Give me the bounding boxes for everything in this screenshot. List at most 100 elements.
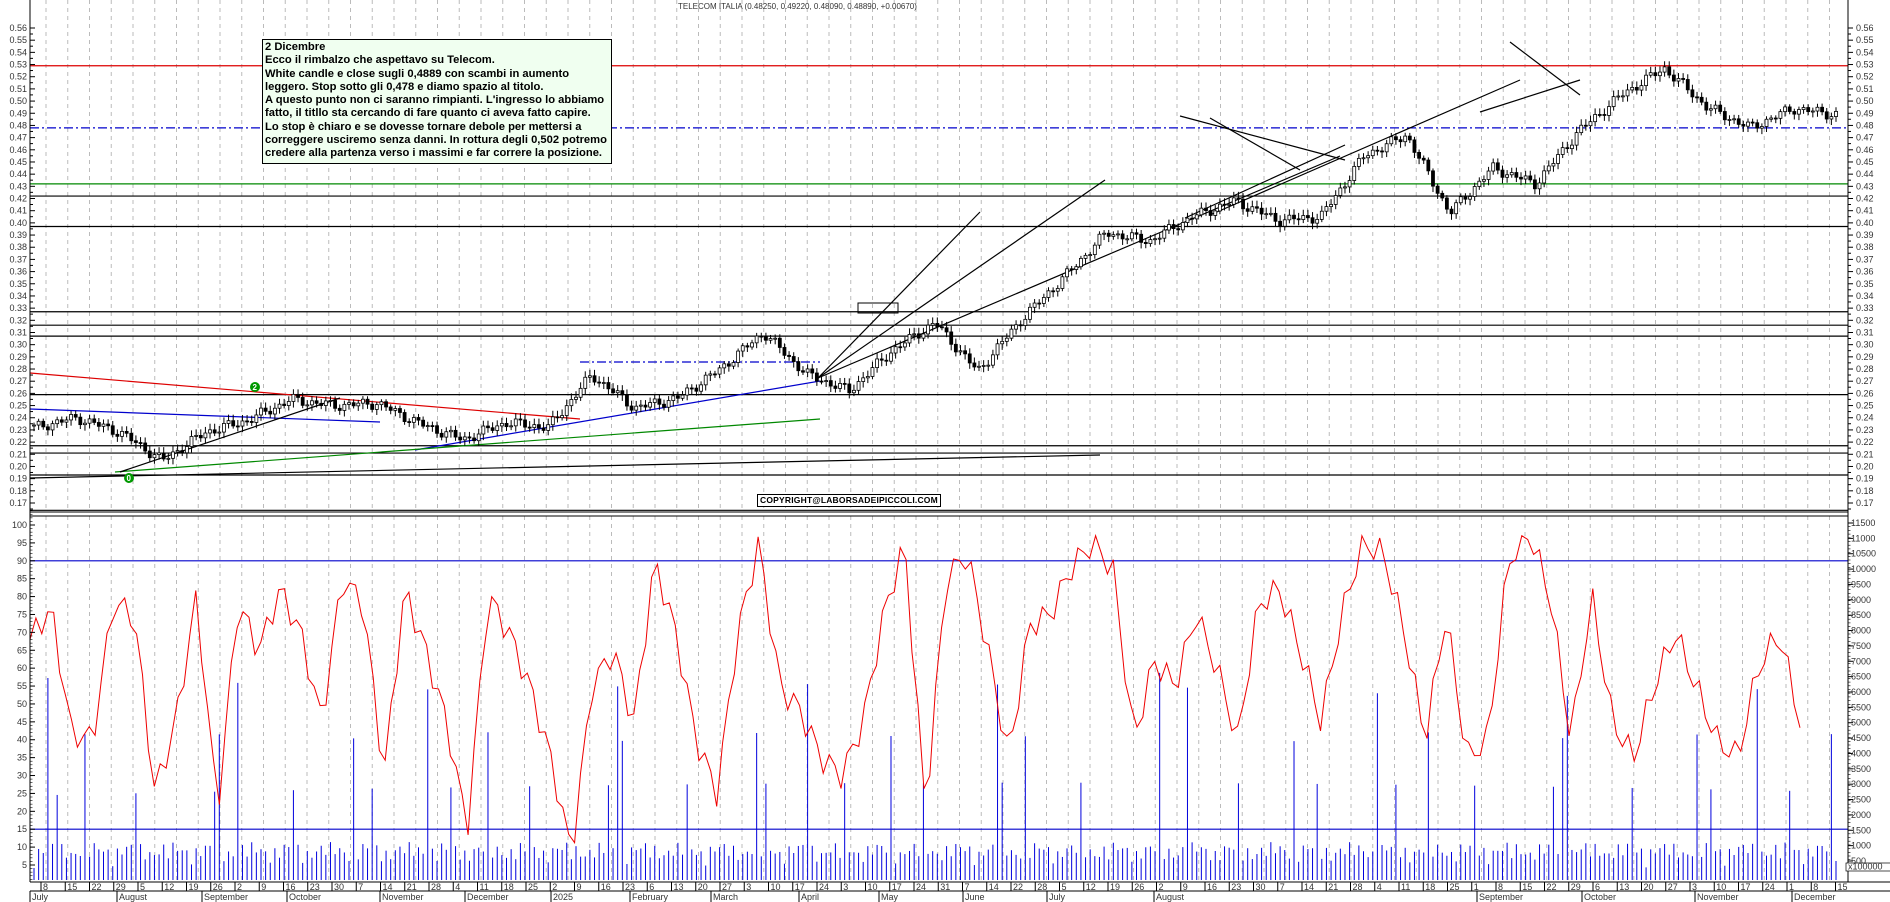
annotation-line: credere alla partenza verso i massimi e … [265,147,603,160]
svg-text:5: 5 [140,882,145,892]
svg-text:0.42: 0.42 [9,194,27,204]
svg-text:2: 2 [237,882,242,892]
svg-text:0.23: 0.23 [9,425,27,435]
svg-text:0.33: 0.33 [9,303,27,313]
svg-text:0.29: 0.29 [1856,352,1874,362]
svg-text:11: 11 [1401,882,1410,892]
svg-text:16: 16 [1207,882,1217,892]
axes: 0.56 0.56 0.55 0.55 0.54 0.54 0.53 0.53 0.52 0.52… [9,0,1890,902]
svg-text:0.56: 0.56 [9,23,27,33]
svg-text:0.45: 0.45 [1856,157,1874,167]
svg-text:6500: 6500 [1851,672,1871,682]
svg-text:August: August [119,892,148,902]
svg-text:0.38: 0.38 [9,242,27,252]
svg-text:0.54: 0.54 [1856,47,1874,57]
svg-text:August: August [1156,892,1185,902]
chart-title: TELECOM ITALIA (0.48250, 0.49220, 0.4809… [678,2,917,11]
svg-text:February: February [632,892,669,902]
svg-text:0.51: 0.51 [9,84,27,94]
svg-text:0.17: 0.17 [1856,498,1874,508]
svg-text:5000: 5000 [1851,718,1871,728]
svg-text:20: 20 [698,882,708,892]
annotation-box: 2 Dicembre Ecco il rimbalzo che aspettavo… [262,39,612,164]
svg-text:0.35: 0.35 [9,279,27,289]
svg-text:0.17: 0.17 [9,498,27,508]
svg-text:0.24: 0.24 [9,413,27,423]
annotation-line: White candle e close sugli 0,4889 con sc… [265,67,570,80]
annotation-line: A questo punto non ci saranno rimpianti.… [265,94,605,107]
svg-text:5: 5 [1062,882,1067,892]
svg-text:4: 4 [1377,882,1382,892]
svg-text:0.52: 0.52 [9,72,27,82]
candlesticks [32,61,1838,465]
svg-text:80: 80 [17,592,27,602]
svg-text:22: 22 [92,882,102,892]
svg-text:25: 25 [1450,882,1460,892]
svg-text:0.44: 0.44 [9,169,27,179]
svg-text:0.36: 0.36 [1856,267,1874,277]
svg-text:6000: 6000 [1851,687,1871,697]
svg-text:25: 25 [17,788,27,798]
annotation-line: Ecco il rimbalzo che aspettavo su Teleco… [265,54,495,67]
svg-text:11000: 11000 [1851,533,1875,543]
svg-text:July: July [32,892,49,902]
svg-text:27: 27 [1668,882,1678,892]
svg-text:0.25: 0.25 [9,401,27,411]
svg-text:12: 12 [1086,882,1096,892]
svg-text:0.37: 0.37 [9,254,27,264]
svg-text:30: 30 [1256,882,1266,892]
svg-text:9500: 9500 [1851,579,1871,589]
svg-text:4: 4 [455,882,460,892]
svg-text:0.32: 0.32 [1856,315,1874,325]
oscillator-line [29,533,1801,845]
svg-text:55: 55 [17,681,27,691]
svg-text:0.32: 0.32 [9,315,27,325]
svg-text:May: May [881,892,899,902]
trend-lines: 20 [29,41,1581,483]
svg-text:0.46: 0.46 [9,145,27,155]
svg-text:0.41: 0.41 [9,206,27,216]
svg-text:0.29: 0.29 [9,352,27,362]
svg-text:7: 7 [965,882,970,892]
svg-text:0.28: 0.28 [1856,364,1874,374]
svg-text:5500: 5500 [1851,702,1871,712]
svg-text:0.40: 0.40 [9,218,27,228]
svg-text:0.19: 0.19 [9,474,27,484]
svg-text:18: 18 [1425,882,1435,892]
svg-text:0.42: 0.42 [1856,194,1874,204]
svg-text:23: 23 [310,882,320,892]
svg-text:21: 21 [407,882,417,892]
svg-text:6: 6 [649,882,654,892]
horizontal-levels [30,65,1848,830]
svg-text:0.27: 0.27 [9,376,27,386]
svg-text:17: 17 [1741,882,1751,892]
svg-text:10: 10 [1716,882,1726,892]
svg-text:0.34: 0.34 [9,291,27,301]
svg-text:0.55: 0.55 [1856,35,1874,45]
svg-text:500: 500 [1851,856,1866,866]
svg-text:December: December [467,892,509,902]
svg-text:October: October [1584,892,1616,902]
svg-text:19: 19 [189,882,199,892]
svg-text:22: 22 [1013,882,1023,892]
svg-text:30: 30 [17,771,27,781]
svg-text:20: 20 [17,806,27,816]
svg-text:0.47: 0.47 [1856,133,1874,143]
svg-text:0.18: 0.18 [9,486,27,496]
copyright-label: COPYRIGHT@LABORSADEIPICCOLI.COM [757,494,941,507]
svg-text:1: 1 [1789,882,1794,892]
svg-text:9: 9 [1183,882,1188,892]
annotation-line: fatto, il titllo sta cercando di fare qu… [265,107,591,120]
svg-text:12: 12 [164,882,174,892]
svg-text:0.40: 0.40 [1856,218,1874,228]
svg-text:0.43: 0.43 [9,181,27,191]
svg-text:September: September [204,892,248,902]
svg-text:0.49: 0.49 [1856,108,1874,118]
svg-text:0.19: 0.19 [1856,474,1874,484]
svg-text:0.45: 0.45 [9,157,27,167]
svg-text:19: 19 [1110,882,1120,892]
svg-text:24: 24 [819,882,829,892]
svg-text:September: September [1479,892,1523,902]
svg-text:50: 50 [17,699,27,709]
svg-text:14: 14 [383,882,393,892]
